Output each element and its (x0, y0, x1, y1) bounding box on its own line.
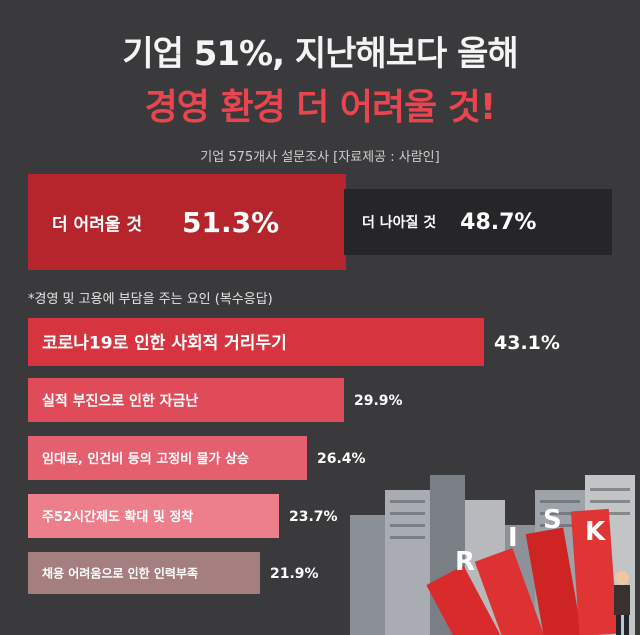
factors-subheading: *경영 및 고용에 부담을 주는 요인 (복수응답) (28, 292, 273, 307)
risk-letter-s: S (543, 505, 562, 535)
figure-person (614, 571, 630, 635)
title-line-1: 기업 51%, 지난해보다 올해 (122, 34, 518, 74)
factor-label-3: 임대료, 인건비 등의 고정비 물가 상승 (42, 451, 249, 467)
risk-letter-i: I (508, 523, 518, 553)
better-outlook-label: 더 나아질 것 (362, 215, 437, 231)
factor-bar-4 (28, 494, 279, 538)
worse-outlook-label: 더 어려울 것 (52, 214, 143, 235)
factor-bar-2 (28, 378, 344, 422)
risk-illustration: R I S K (350, 475, 635, 635)
factor-bar-5 (28, 552, 260, 594)
risk-letter-k: K (585, 517, 606, 547)
better-outlook-bar: 더 나아질 것 48.7% (344, 189, 612, 255)
domino-blocks (426, 508, 618, 635)
worse-outlook-bar: 더 어려울 것 51.3% (28, 174, 346, 270)
factor-bar-1 (28, 318, 484, 366)
factor-label-4: 주52시간제도 확대 및 정착 (42, 509, 193, 525)
risk-letters: R I S K (455, 505, 606, 577)
better-outlook-value: 48.7% (460, 209, 537, 235)
worse-outlook-value: 51.3% (182, 205, 280, 239)
factor-label-2: 실적 부진으로 인한 자금난 (42, 392, 198, 409)
factor-value-1: 43.1% (494, 332, 560, 354)
factor-label-5: 채용 어려움으로 인한 인력부족 (42, 566, 198, 581)
factor-value-5: 21.9% (270, 566, 319, 582)
risk-letter-r: R (455, 547, 475, 577)
factor-label-1: 코로나19로 인한 사회적 거리두기 (42, 333, 287, 353)
survey-source: 기업 575개사 설문조사 [자료제공 : 사람인] (200, 150, 440, 165)
factor-bar-3 (28, 436, 307, 480)
outlook-split: 더 어려울 것 51.3% 더 나아질 것 48.7% (28, 174, 612, 270)
factor-value-2: 29.9% (354, 393, 403, 409)
factor-value-3: 26.4% (317, 451, 366, 467)
title-line-2: 경영 환경 더 어려울 것! (144, 87, 497, 128)
